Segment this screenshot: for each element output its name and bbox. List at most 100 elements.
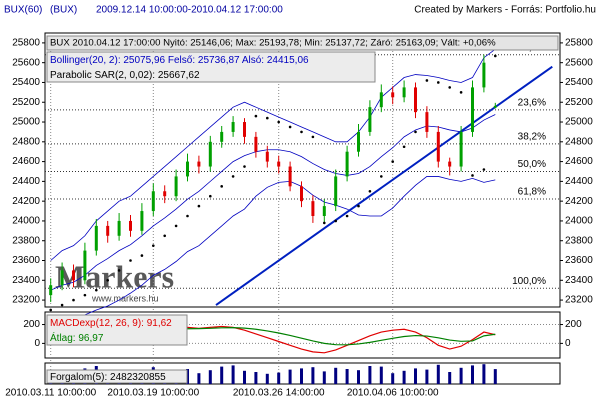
candle-body bbox=[254, 136, 258, 152]
candle-body bbox=[243, 122, 246, 137]
candle-body bbox=[265, 151, 269, 162]
volume-bar bbox=[231, 365, 235, 384]
sar-dot bbox=[140, 254, 144, 257]
volume-bar bbox=[459, 367, 463, 384]
period: 2009.12.14 10:00:00-2010.04.12 17:00:00 bbox=[96, 5, 283, 16]
candle-body bbox=[60, 270, 64, 286]
candle-body bbox=[459, 131, 463, 167]
bollinger-middle bbox=[50, 114, 496, 291]
macd-legend: MACDexp(12, 26, 9): 91,62 bbox=[50, 318, 172, 329]
sar-dot bbox=[334, 219, 338, 223]
signal-name: Átlag: bbox=[50, 331, 76, 344]
volume-bar bbox=[379, 366, 383, 384]
sar-dot bbox=[152, 244, 155, 247]
y-tick-label: 25600 bbox=[565, 57, 593, 68]
volume-bar bbox=[368, 366, 372, 384]
candle-body bbox=[311, 201, 315, 216]
bollinger-lower-name: Alsó: bbox=[242, 55, 264, 66]
y-tick-label: 24400 bbox=[12, 176, 40, 187]
volume-bar bbox=[345, 369, 349, 384]
fib-label: 50,0% bbox=[518, 159, 546, 170]
y-tick-label: 23800 bbox=[565, 235, 593, 246]
volume-bar bbox=[197, 373, 201, 384]
sar-dot bbox=[72, 298, 75, 302]
bollinger-lower bbox=[50, 176, 496, 321]
candle-body bbox=[368, 107, 372, 132]
x-tick-label: 2010.03.26 14:00:00 bbox=[233, 388, 325, 399]
sar-dot bbox=[311, 135, 315, 139]
y-tick-label: 23800 bbox=[12, 235, 40, 246]
candle-body bbox=[83, 250, 87, 281]
y-tick-label: 23400 bbox=[565, 275, 593, 286]
y-tick-label: 25800 bbox=[12, 38, 40, 49]
y-tick-label: 23200 bbox=[565, 295, 593, 306]
candle-body bbox=[300, 186, 303, 202]
candle-body bbox=[357, 131, 360, 152]
y-tick-label: 25400 bbox=[12, 77, 40, 88]
volume-bar bbox=[334, 367, 338, 384]
candle-body bbox=[186, 161, 189, 177]
volume-bar bbox=[482, 364, 486, 384]
y-tick-label: 24000 bbox=[565, 216, 593, 227]
fib-label: 23,6% bbox=[518, 97, 546, 108]
y-tick-label: 24400 bbox=[565, 176, 593, 187]
sar-dot bbox=[345, 214, 349, 218]
bollinger-upper-name: Felső: bbox=[168, 55, 195, 66]
sar-dot bbox=[117, 269, 121, 272]
y-tick-label: 23200 bbox=[12, 295, 40, 306]
volume-bar bbox=[288, 369, 292, 384]
sar-dot bbox=[266, 116, 269, 120]
volume-value: 2482320855 bbox=[110, 372, 166, 383]
bollinger-middle: 25075,96 bbox=[123, 55, 165, 66]
candle-body bbox=[49, 285, 53, 296]
sar-dot bbox=[368, 189, 372, 193]
x-tick-label: 2010.04.06 10:00:00 bbox=[347, 388, 439, 399]
y-tick-label: 24600 bbox=[12, 156, 40, 167]
sar-dot bbox=[300, 130, 303, 134]
y-tick-label: 25200 bbox=[12, 97, 40, 108]
sar-dot bbox=[231, 175, 235, 178]
volume-bar bbox=[265, 373, 269, 384]
volume-bar bbox=[471, 365, 474, 384]
volume-bar bbox=[311, 367, 315, 384]
volume-bar bbox=[425, 369, 429, 384]
y-tick-label: 24000 bbox=[12, 216, 40, 227]
sar-dot bbox=[357, 204, 360, 208]
sar-dot bbox=[402, 145, 406, 149]
candle-body bbox=[334, 176, 338, 207]
sar-name: Parabolic SAR(2, 0,02): bbox=[50, 70, 155, 81]
y-tick-label: 23600 bbox=[12, 255, 40, 266]
sar-dot bbox=[174, 224, 178, 228]
candle-body bbox=[151, 191, 155, 212]
y-tick-label: 25800 bbox=[565, 38, 593, 49]
sar-dot bbox=[106, 278, 109, 282]
candle-body bbox=[129, 220, 132, 231]
candle-body bbox=[94, 225, 98, 251]
sar-legend: Parabolic SAR(2, 0,02): 25667,62 bbox=[50, 70, 200, 81]
y-tick-label: 25000 bbox=[565, 117, 593, 128]
sar-dot bbox=[437, 81, 440, 84]
sar-dot bbox=[288, 125, 292, 129]
sar-dot bbox=[471, 174, 474, 177]
sar-dot bbox=[494, 54, 497, 58]
y-tick-label: 24800 bbox=[12, 136, 40, 147]
candle-body bbox=[345, 151, 349, 177]
sar-dot bbox=[83, 293, 87, 297]
sar-dot bbox=[243, 165, 246, 168]
candle-body bbox=[277, 161, 281, 167]
bollinger-upper: 25736,87 bbox=[198, 55, 240, 66]
candle-body bbox=[197, 161, 201, 167]
candle-body bbox=[379, 92, 383, 108]
y-tick-label: 24200 bbox=[12, 196, 40, 207]
credit: Created by Markers - Forrás: Portfolio.h… bbox=[414, 5, 596, 16]
y-tick-label: 24800 bbox=[565, 136, 593, 147]
fib-label: 100,0% bbox=[512, 276, 546, 287]
legend-box bbox=[46, 51, 376, 83]
candle-body bbox=[174, 176, 178, 197]
sar-dot bbox=[163, 234, 166, 238]
candle-body bbox=[106, 225, 110, 236]
sar-dot bbox=[186, 214, 189, 218]
y-tick-label: 200 bbox=[23, 319, 40, 330]
y-tick-label: 24200 bbox=[565, 196, 593, 207]
